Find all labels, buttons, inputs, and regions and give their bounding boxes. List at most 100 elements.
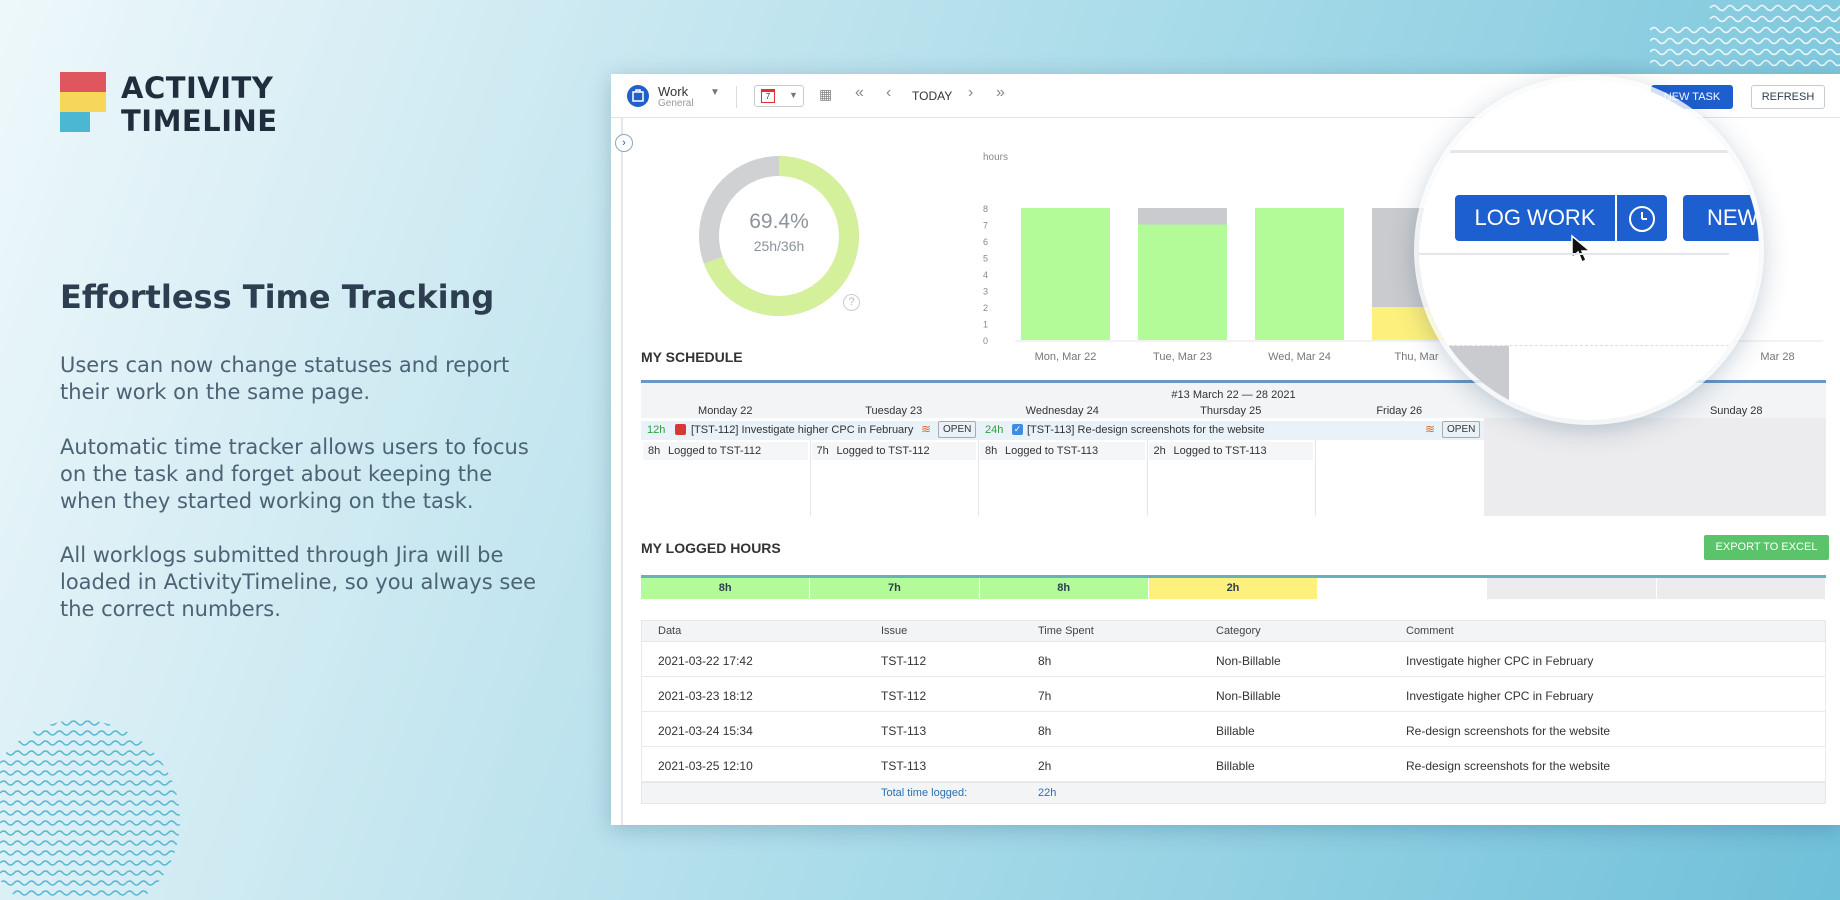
- x-tick-label: Mon, Mar 22: [1035, 351, 1097, 363]
- bar-logged: [1138, 224, 1227, 340]
- double-chevron-left-icon[interactable]: «: [855, 84, 864, 101]
- task-link[interactable]: [TST-112] Investigate higher CPC in Febr…: [691, 424, 914, 436]
- table-row[interactable]: [641, 712, 1826, 747]
- log-text: Logged to TST-113: [1173, 445, 1267, 457]
- column-header: Category: [1216, 625, 1261, 637]
- y-axis-label: hours: [983, 152, 1008, 163]
- table-cell: 2021-03-23 18:12: [658, 689, 753, 703]
- table-cell: Billable: [1216, 759, 1255, 773]
- table-cell: Non-Billable: [1216, 654, 1281, 668]
- log-chip: [811, 442, 976, 460]
- sidebar-expand-button[interactable]: ›: [615, 134, 633, 152]
- grid-calendar-icon[interactable]: ▦: [819, 86, 833, 102]
- help-icon[interactable]: ?: [843, 294, 860, 311]
- wave-pattern-bottom-left: [0, 720, 180, 896]
- cursor-icon: [1571, 234, 1592, 264]
- workspace-icon[interactable]: [627, 85, 649, 107]
- table-header: [641, 620, 1826, 642]
- day-divider: [1315, 440, 1316, 516]
- log-chip: [1148, 442, 1313, 460]
- y-tick-label: 6: [983, 237, 988, 247]
- schedule-week: #13 March 22 — 28 2021: [1171, 389, 1296, 401]
- log-chip: [643, 442, 808, 460]
- workspace-name[interactable]: Work: [658, 84, 689, 99]
- column-header: Data: [658, 625, 682, 637]
- wave-pattern-top-right: [1650, 4, 1840, 67]
- chevron-right-icon[interactable]: ›: [968, 84, 974, 101]
- task-link[interactable]: [TST-113] Re-design screenshots for the …: [1027, 424, 1265, 436]
- logged-day-cell: 8h: [979, 578, 1148, 599]
- y-tick-label: 2: [983, 303, 988, 313]
- table-footer: [641, 782, 1826, 804]
- table-row[interactable]: [641, 642, 1826, 677]
- timer-button[interactable]: [1617, 195, 1667, 241]
- log-hours: 8h: [648, 445, 661, 457]
- calendar-icon: 7: [761, 89, 775, 103]
- status-badge[interactable]: OPEN: [938, 421, 977, 438]
- total-value: 22h: [1038, 787, 1057, 799]
- day-divider: [978, 440, 979, 516]
- logged-day-cell: 8h: [641, 578, 810, 599]
- total-label: Total time logged:: [881, 787, 968, 799]
- logged-day-cell: [1318, 578, 1487, 599]
- logged-day-cell: [1487, 578, 1656, 599]
- x-tick-label: Mar 28: [1760, 351, 1794, 363]
- table-cell: Re-design screenshots for the website: [1406, 724, 1611, 738]
- logged-day-cell: 2h: [1148, 578, 1318, 599]
- y-tick-label: 3: [983, 287, 988, 297]
- table-cell: 8h: [1038, 724, 1052, 738]
- table-row[interactable]: [641, 747, 1826, 782]
- logged-day-cell: [1656, 578, 1825, 599]
- task-hours: 24h: [985, 424, 1004, 436]
- bar-logged: [1255, 208, 1344, 340]
- chevron-down-icon[interactable]: ▼: [710, 87, 720, 98]
- x-tick-label: Wed, Mar 24: [1268, 351, 1331, 363]
- x-tick-label: Thu, Mar: [1394, 351, 1438, 363]
- magnifier: LOG WORK NEW: [1419, 80, 1759, 420]
- utilization-percent: 69.4%: [749, 210, 809, 233]
- log-chip: [980, 442, 1145, 460]
- status-badge[interactable]: OPEN: [1442, 421, 1481, 438]
- task-icon: ✓: [1012, 424, 1023, 435]
- y-tick-label: 0: [983, 336, 988, 346]
- column-header: Time Spent: [1038, 625, 1094, 637]
- donut-progress: [699, 156, 859, 316]
- logged-hours-bar: 8h 7h 8h 2h: [641, 575, 1826, 599]
- priority-highest-icon: ≋: [1425, 422, 1436, 436]
- log-hours: 2h: [1153, 445, 1166, 457]
- column-header: Comment: [1406, 625, 1454, 637]
- bug-icon: [675, 424, 686, 435]
- new-task-button-zoomed[interactable]: NEW: [1683, 195, 1759, 241]
- table-cell: 2021-03-24 15:34: [658, 724, 753, 738]
- logged-day-cell: 7h: [810, 578, 979, 599]
- hero-title: Effortless Time Tracking: [60, 278, 495, 316]
- chevron-down-icon: ▼: [789, 90, 798, 100]
- day-header: Friday 26: [1376, 405, 1423, 417]
- chevron-left-icon[interactable]: ‹: [886, 84, 892, 101]
- table-cell: Investigate higher CPC in February: [1406, 689, 1594, 703]
- export-to-excel-button[interactable]: EXPORT TO EXCEL: [1704, 535, 1829, 560]
- date-picker[interactable]: 7 ▼: [754, 85, 804, 107]
- log-work-button[interactable]: LOG WORK: [1455, 195, 1615, 241]
- bar-remaining: [1138, 208, 1227, 225]
- hero-paragraph-3: All worklogs submitted through Jira will…: [60, 543, 537, 621]
- table-cell: 8h: [1038, 654, 1052, 668]
- day-header: Sunday 28: [1709, 405, 1763, 417]
- table-row[interactable]: [641, 677, 1826, 712]
- day-header: Wednesday 24: [1025, 405, 1099, 417]
- today-button[interactable]: TODAY: [912, 89, 953, 103]
- refresh-button[interactable]: REFRESH: [1751, 85, 1825, 109]
- log-text: Logged to TST-113: [1005, 445, 1099, 457]
- table-cell: 7h: [1038, 689, 1052, 703]
- double-chevron-right-icon[interactable]: »: [996, 84, 1005, 101]
- schedule-title: MY SCHEDULE: [641, 349, 743, 365]
- hero-paragraph-2: Automatic time tracker allows users to f…: [60, 435, 529, 513]
- x-tick-label: Tue, Mar 23: [1153, 351, 1212, 363]
- table-cell: 2021-03-25 12:10: [658, 759, 753, 773]
- table-cell: Billable: [1216, 724, 1255, 738]
- zoomed-bar: [1449, 346, 1509, 420]
- utilization-donut: [699, 156, 859, 316]
- y-tick-label: 5: [983, 254, 988, 264]
- table-cell: Investigate higher CPC in February: [1406, 654, 1594, 668]
- hero-paragraph-1: Users can now change statuses and report…: [60, 353, 510, 404]
